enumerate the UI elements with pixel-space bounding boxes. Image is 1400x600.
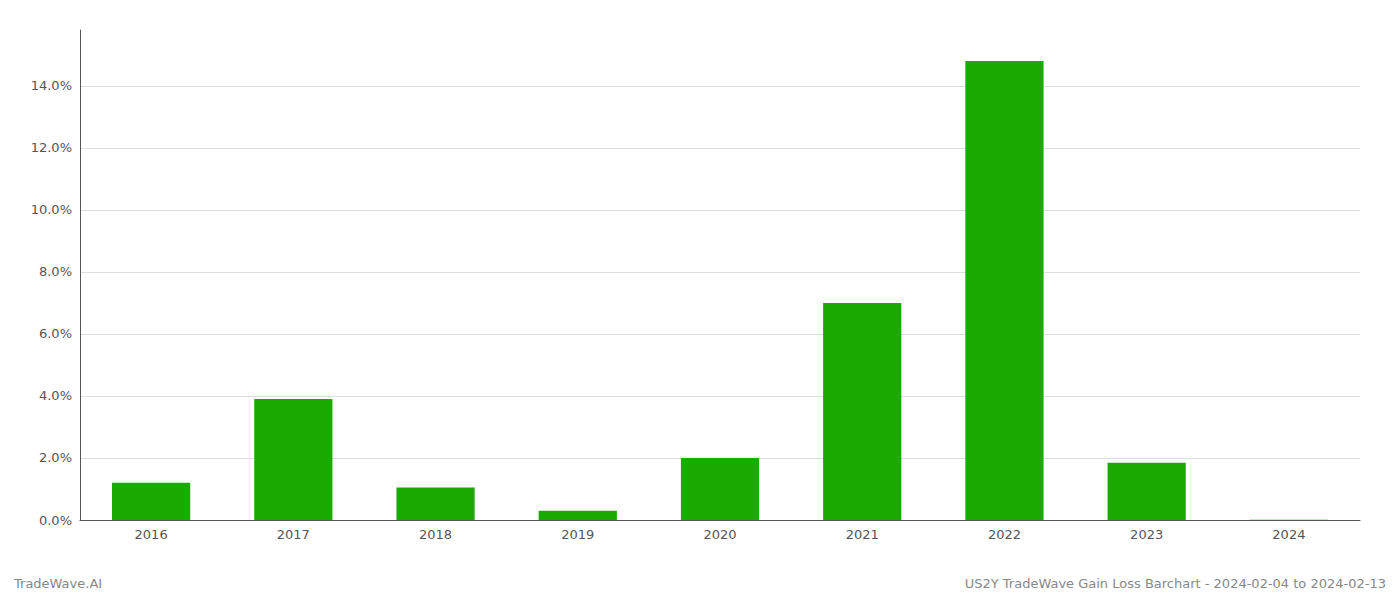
svg-text:0.0%: 0.0%	[39, 513, 72, 528]
svg-text:2023: 2023	[1130, 527, 1163, 542]
svg-text:14.0%: 14.0%	[31, 78, 72, 93]
svg-text:2020: 2020	[703, 527, 736, 542]
svg-text:8.0%: 8.0%	[39, 264, 72, 279]
svg-text:2018: 2018	[419, 527, 452, 542]
svg-text:12.0%: 12.0%	[31, 140, 72, 155]
svg-text:2022: 2022	[988, 527, 1021, 542]
svg-text:2016: 2016	[135, 527, 168, 542]
svg-text:4.0%: 4.0%	[39, 388, 72, 403]
svg-text:2021: 2021	[846, 527, 879, 542]
svg-text:10.0%: 10.0%	[31, 202, 72, 217]
svg-text:2.0%: 2.0%	[39, 450, 72, 465]
svg-text:2024: 2024	[1272, 527, 1305, 542]
svg-text:2017: 2017	[277, 527, 310, 542]
svg-text:US2Y TradeWave Gain Loss Barch: US2Y TradeWave Gain Loss Barchart - 2024…	[965, 576, 1386, 591]
svg-text:6.0%: 6.0%	[39, 326, 72, 341]
svg-text:2019: 2019	[561, 527, 594, 542]
svg-text:TradeWave.AI: TradeWave.AI	[13, 576, 102, 591]
